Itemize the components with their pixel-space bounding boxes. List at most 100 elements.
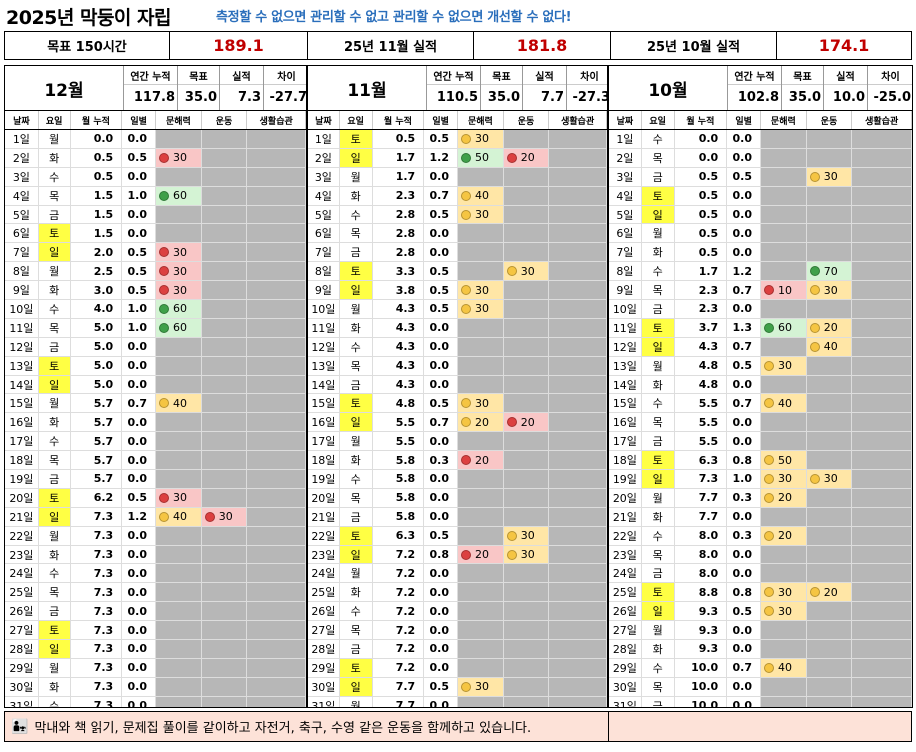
- daily-cell[interactable]: 0.5: [122, 281, 157, 300]
- date-cell[interactable]: 19일: [609, 470, 642, 488]
- monthly-cumulative-cell[interactable]: 5.5: [373, 413, 425, 432]
- date-cell[interactable]: 26일: [609, 602, 642, 621]
- habit-cell[interactable]: [549, 205, 607, 224]
- exercise-cell[interactable]: [806, 564, 853, 583]
- date-cell[interactable]: 15일: [5, 394, 39, 413]
- literacy-cell[interactable]: [458, 658, 504, 677]
- weekday-cell[interactable]: 월: [642, 224, 675, 243]
- date-cell[interactable]: 18일: [609, 451, 642, 470]
- habit-cell[interactable]: [247, 677, 306, 696]
- exercise-cell[interactable]: [806, 205, 853, 224]
- date-cell[interactable]: 13일: [308, 356, 340, 375]
- habit-cell[interactable]: [549, 224, 607, 243]
- literacy-cell[interactable]: [458, 696, 504, 707]
- date-cell[interactable]: 16일: [5, 413, 39, 432]
- monthly-cumulative-cell[interactable]: 0.0: [71, 130, 123, 148]
- habit-cell[interactable]: [549, 318, 607, 337]
- habit-cell[interactable]: [852, 640, 912, 658]
- literacy-cell[interactable]: 50: [458, 148, 504, 167]
- weekday-cell[interactable]: 토: [641, 583, 675, 602]
- literacy-cell[interactable]: [458, 526, 504, 545]
- weekday-cell[interactable]: 일: [38, 375, 71, 394]
- daily-cell[interactable]: 0.8: [727, 583, 762, 602]
- monthly-cumulative-cell[interactable]: 4.8: [675, 356, 728, 375]
- monthly-cumulative-cell[interactable]: 1.5: [71, 186, 123, 205]
- literacy-cell[interactable]: 40: [458, 186, 504, 205]
- literacy-cell[interactable]: [458, 640, 504, 658]
- monthly-cumulative-cell[interactable]: 5.8: [373, 470, 425, 488]
- monthly-cumulative-cell[interactable]: 7.3: [71, 621, 123, 640]
- weekday-cell[interactable]: 일: [339, 148, 373, 167]
- daily-cell[interactable]: 0.5: [727, 167, 762, 186]
- weekday-cell[interactable]: 일: [641, 602, 675, 621]
- daily-cell[interactable]: 0.0: [727, 186, 762, 205]
- exercise-cell[interactable]: 20: [806, 583, 853, 602]
- date-cell[interactable]: 4일: [308, 186, 340, 205]
- daily-cell[interactable]: 0.5: [122, 148, 157, 167]
- date-cell[interactable]: 20일: [308, 488, 340, 507]
- monthly-cumulative-cell[interactable]: 5.7: [71, 432, 123, 451]
- monthly-cumulative-cell[interactable]: 2.3: [675, 281, 728, 300]
- monthly-cumulative-cell[interactable]: 4.0: [71, 300, 123, 318]
- literacy-cell[interactable]: [156, 130, 202, 148]
- literacy-cell[interactable]: [156, 356, 202, 375]
- weekday-cell[interactable]: 월: [642, 356, 675, 375]
- daily-cell[interactable]: 0.0: [424, 583, 459, 602]
- habit-cell[interactable]: [549, 677, 607, 696]
- date-cell[interactable]: 12일: [609, 337, 642, 356]
- literacy-cell[interactable]: 40: [761, 394, 807, 413]
- exercise-cell[interactable]: 30: [503, 526, 550, 545]
- date-cell[interactable]: 13일: [609, 356, 642, 375]
- date-cell[interactable]: 15일: [609, 394, 642, 413]
- literacy-cell[interactable]: [156, 658, 202, 677]
- exercise-cell[interactable]: 30: [503, 545, 550, 564]
- habit-cell[interactable]: [247, 337, 306, 356]
- daily-cell[interactable]: 0.0: [122, 545, 157, 564]
- date-cell[interactable]: 14일: [609, 375, 642, 394]
- exercise-cell[interactable]: [503, 356, 550, 375]
- daily-cell[interactable]: 0.0: [424, 432, 459, 451]
- date-cell[interactable]: 3일: [5, 167, 39, 186]
- daily-cell[interactable]: 0.5: [727, 356, 762, 375]
- exercise-cell[interactable]: [806, 640, 853, 658]
- date-cell[interactable]: 29일: [609, 658, 642, 677]
- literacy-cell[interactable]: [458, 621, 504, 640]
- habit-cell[interactable]: [247, 696, 306, 707]
- literacy-cell[interactable]: 20: [458, 545, 504, 564]
- literacy-cell[interactable]: 30: [458, 130, 504, 148]
- literacy-cell[interactable]: 30: [156, 243, 202, 262]
- monthly-cumulative-cell[interactable]: 4.3: [373, 356, 425, 375]
- monthly-cumulative-cell[interactable]: 0.0: [675, 148, 728, 167]
- daily-cell[interactable]: 0.0: [122, 677, 157, 696]
- date-cell[interactable]: 3일: [308, 167, 340, 186]
- weekday-cell[interactable]: 목: [642, 281, 675, 300]
- exercise-cell[interactable]: [201, 470, 248, 488]
- daily-cell[interactable]: 0.0: [122, 564, 157, 583]
- weekday-cell[interactable]: 월: [340, 300, 373, 318]
- date-cell[interactable]: 23일: [5, 545, 39, 564]
- literacy-cell[interactable]: [761, 564, 807, 583]
- monthly-cumulative-cell[interactable]: 7.7: [675, 507, 728, 526]
- exercise-cell[interactable]: 20: [503, 148, 550, 167]
- habit-cell[interactable]: [549, 356, 607, 375]
- exercise-cell[interactable]: 70: [806, 262, 853, 281]
- daily-cell[interactable]: 0.0: [727, 148, 762, 167]
- date-cell[interactable]: 30일: [5, 677, 39, 696]
- habit-cell[interactable]: [247, 281, 306, 300]
- weekday-cell[interactable]: 목: [340, 224, 373, 243]
- literacy-cell[interactable]: 40: [156, 394, 202, 413]
- date-cell[interactable]: 25일: [308, 583, 340, 602]
- weekday-cell[interactable]: 수: [642, 658, 675, 677]
- exercise-cell[interactable]: [806, 130, 853, 148]
- daily-cell[interactable]: 0.3: [424, 451, 459, 470]
- monthly-cumulative-cell[interactable]: 8.0: [675, 564, 728, 583]
- daily-cell[interactable]: 1.0: [122, 186, 157, 205]
- daily-cell[interactable]: 0.5: [424, 205, 459, 224]
- literacy-cell[interactable]: [458, 356, 504, 375]
- daily-cell[interactable]: 0.5: [424, 130, 459, 148]
- literacy-cell[interactable]: [761, 696, 807, 707]
- exercise-cell[interactable]: [201, 583, 248, 602]
- date-cell[interactable]: 24일: [5, 564, 39, 583]
- habit-cell[interactable]: [247, 545, 306, 564]
- monthly-cumulative-cell[interactable]: 7.2: [373, 658, 425, 677]
